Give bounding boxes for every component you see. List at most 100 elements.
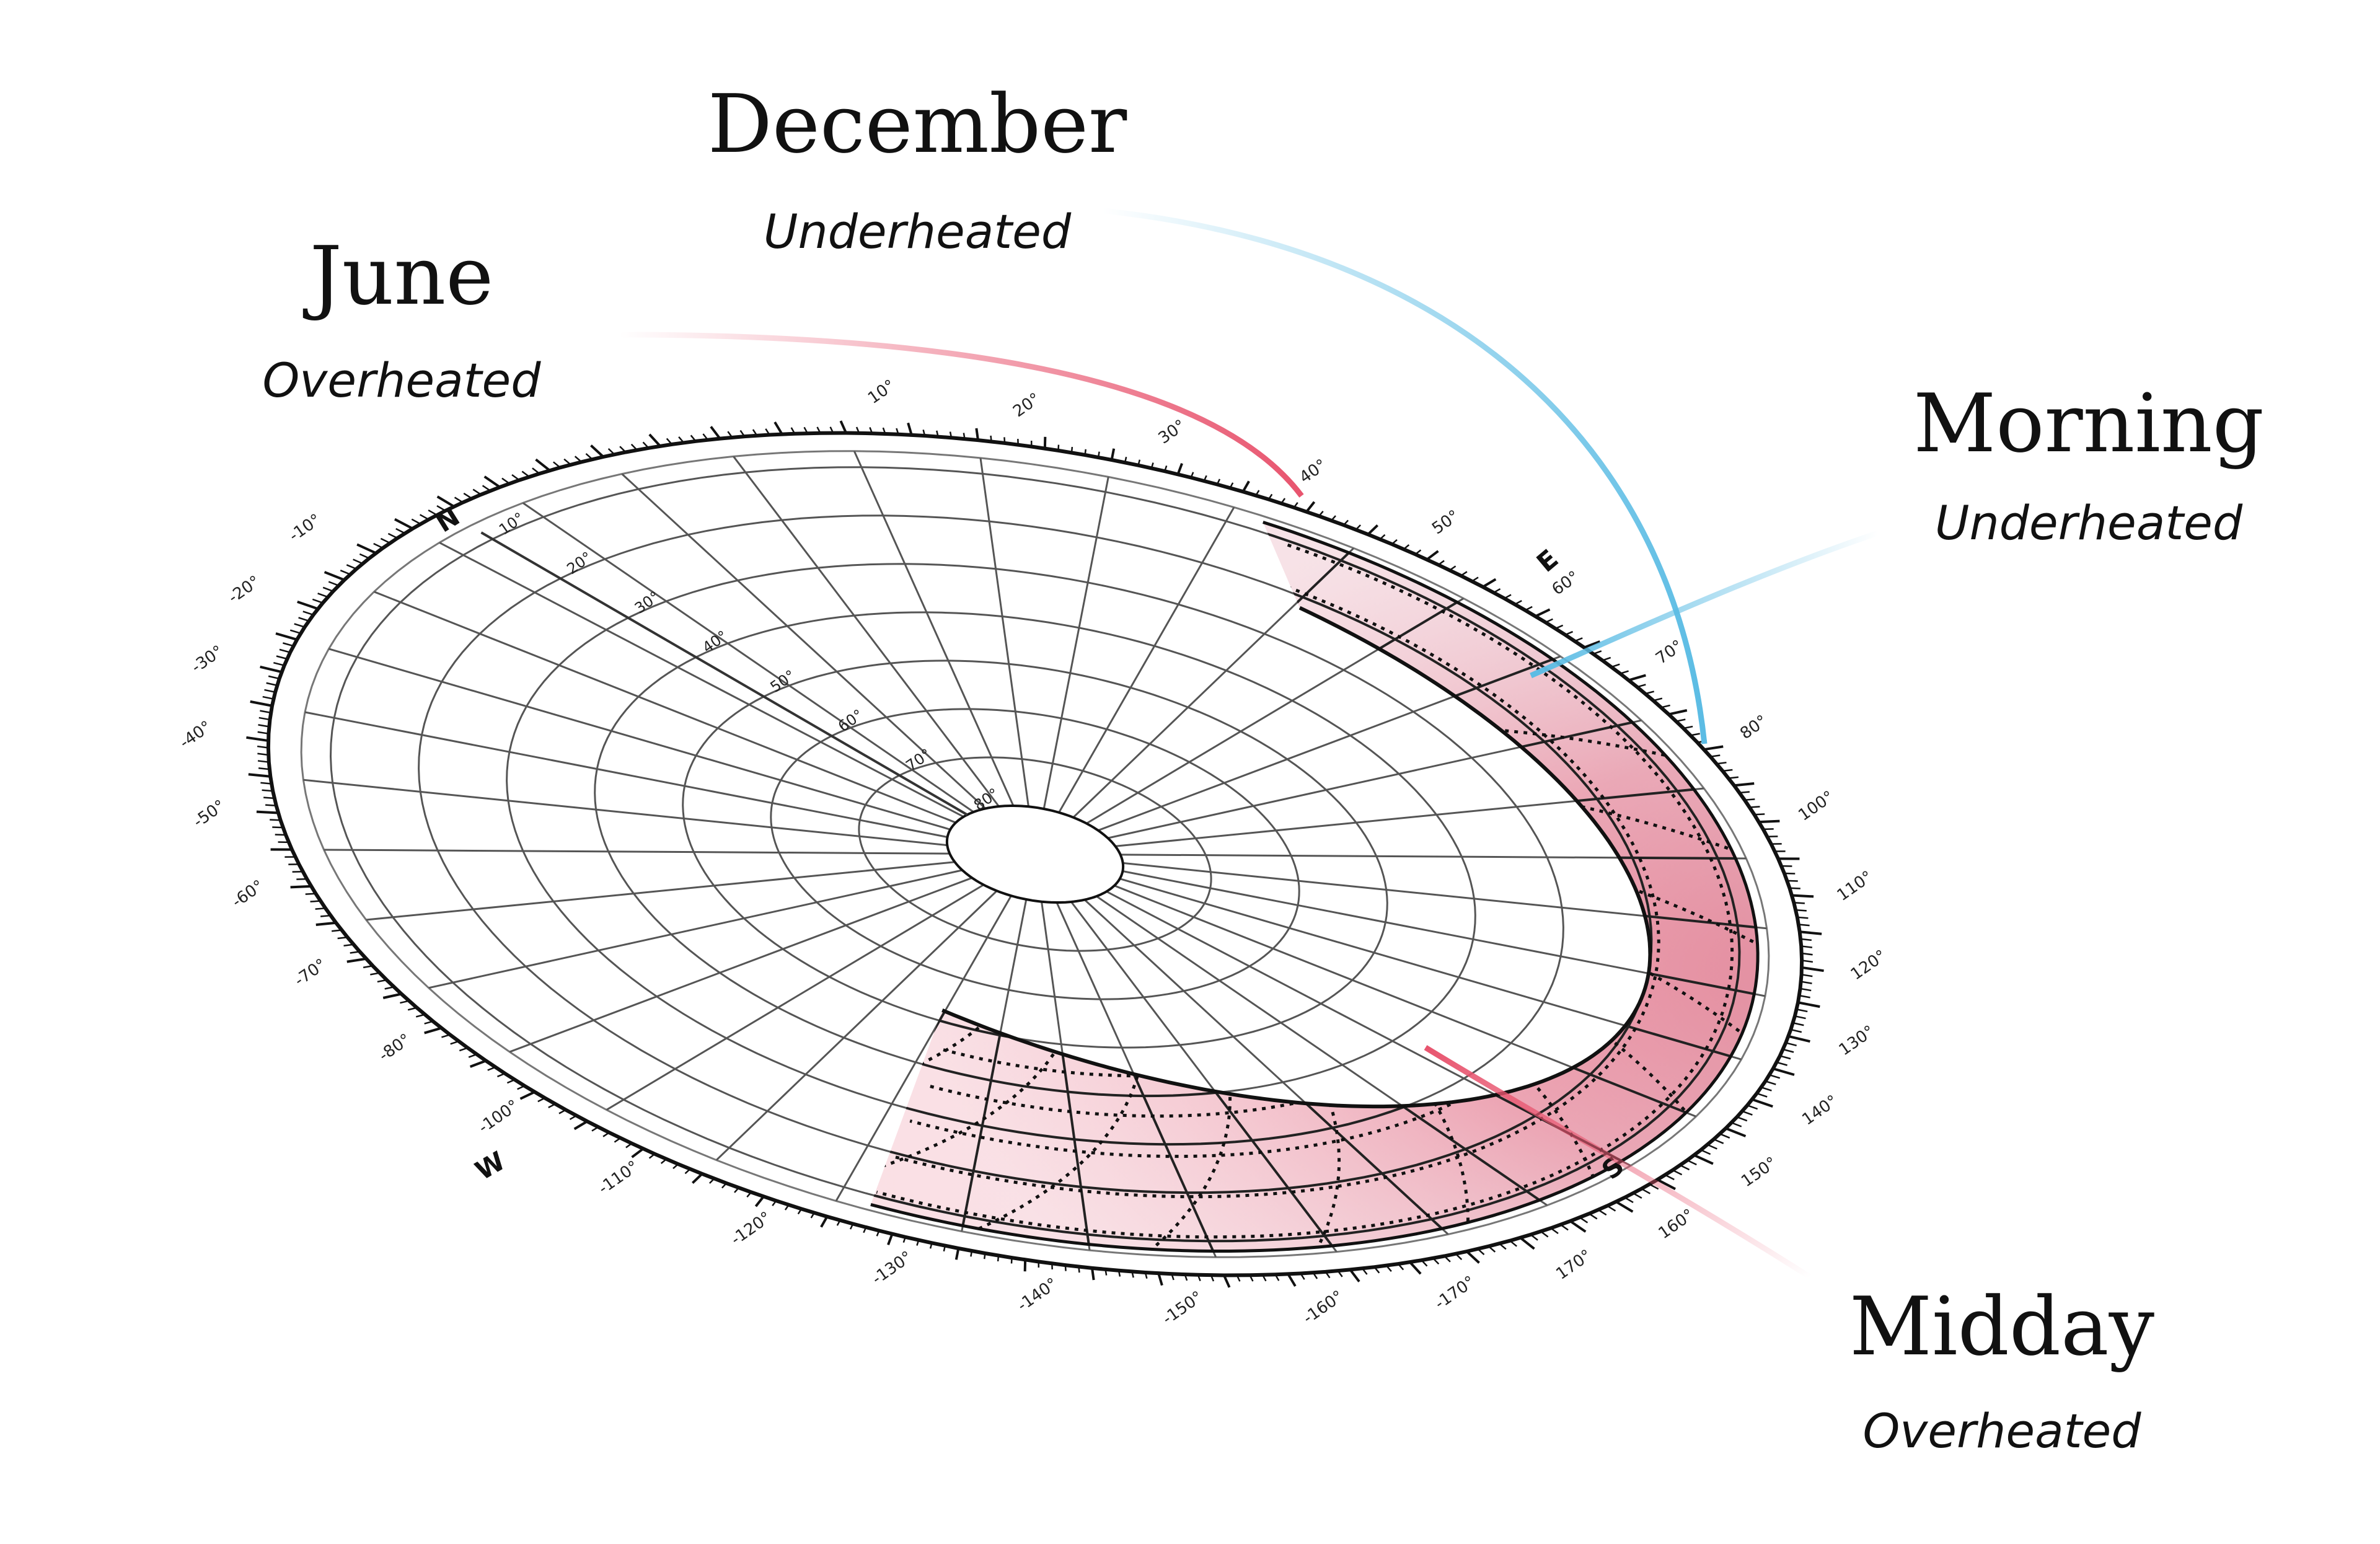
rim-tick <box>506 1079 515 1084</box>
rim-tick <box>257 752 269 756</box>
rim-tick <box>1792 1022 1804 1026</box>
rim-tick <box>916 1240 920 1246</box>
rim-tick <box>535 458 551 472</box>
rim-tick <box>1438 560 1445 566</box>
rim-tick <box>1064 1265 1067 1271</box>
rim-tick <box>436 495 455 508</box>
rim-tick <box>1397 1263 1404 1271</box>
rim-tick <box>521 470 530 478</box>
azimuth-label: -70° <box>291 955 330 990</box>
rim-tick <box>1797 916 1809 919</box>
rim-tick <box>1801 966 1824 973</box>
rim-tick <box>1649 1183 1659 1190</box>
rim-tick <box>1184 1274 1188 1281</box>
rim-tick <box>315 907 326 910</box>
rim-tick <box>816 426 821 434</box>
rim-tick <box>1300 1273 1305 1280</box>
rim-tick <box>387 532 398 539</box>
rim-tick <box>1749 806 1760 808</box>
azimuth-label: -140° <box>1014 1274 1061 1315</box>
rim-tick <box>1731 1122 1742 1127</box>
rim-tick <box>331 929 342 932</box>
rim-tick <box>1331 515 1336 521</box>
rim-tick <box>1725 1127 1747 1137</box>
rim-tick <box>625 1142 632 1149</box>
rim-tick <box>1722 769 1733 772</box>
rim-tick <box>302 611 314 616</box>
rim-tick <box>1525 606 1533 611</box>
rim-tick <box>289 629 301 634</box>
disk-outline <box>870 521 1760 1253</box>
midday-subtitle: Overheated <box>1862 1403 2141 1458</box>
rim-tick <box>266 682 278 686</box>
rim-tick <box>954 1248 960 1260</box>
rim-tick <box>607 448 615 456</box>
rim-tick <box>949 431 953 438</box>
december-path-edge <box>870 521 1760 1253</box>
rim-tick <box>1426 550 1439 561</box>
rim-tick <box>666 438 673 445</box>
rim-tick <box>1783 1048 1794 1053</box>
rim-tick <box>1668 709 1688 716</box>
june-path-edge <box>941 606 1652 1109</box>
rim-tick <box>1716 761 1727 765</box>
azimuth-label: -120° <box>728 1208 775 1249</box>
rim-tick <box>1779 1055 1791 1060</box>
midday-leader-line <box>1424 1045 1812 1279</box>
rim-tick <box>690 435 697 442</box>
rim-tick <box>350 951 360 954</box>
rim-tick <box>1421 1259 1428 1267</box>
azimuth-line <box>373 591 956 824</box>
rim-tick <box>984 1253 986 1259</box>
azimuth-line <box>733 456 1000 807</box>
rim-tick <box>248 773 271 778</box>
rim-tick <box>441 1034 451 1038</box>
azimuth-line <box>366 861 955 921</box>
rim-tick <box>246 736 269 743</box>
rim-tick <box>1514 600 1522 606</box>
rim-tick <box>1598 1209 1607 1216</box>
rim-tick <box>1249 1274 1254 1282</box>
rim-tick <box>256 810 279 814</box>
rim-tick <box>1734 782 1755 787</box>
rim-tick <box>1611 663 1620 668</box>
midday-title: Midday <box>1849 1279 2155 1374</box>
rim-tick <box>1794 902 1805 904</box>
rim-tick <box>1693 1154 1714 1165</box>
rim-tick <box>1449 565 1457 571</box>
rim-tick <box>265 804 276 806</box>
azimuth-line <box>522 502 974 813</box>
rim-tick <box>1633 1192 1642 1199</box>
rim-tick <box>1223 1274 1231 1288</box>
rim-tick <box>1164 465 1168 472</box>
rim-tick <box>1769 1074 1781 1079</box>
rim-tick <box>569 1114 577 1121</box>
rim-tick <box>1488 1245 1496 1253</box>
azimuth-label: -50° <box>190 796 229 831</box>
rim-tick <box>1602 656 1611 661</box>
rim-tick <box>882 427 886 435</box>
rim-ticks <box>246 420 1824 1288</box>
rim-tick <box>803 426 808 434</box>
rim-tick <box>585 452 593 460</box>
rim-tick <box>1057 444 1060 451</box>
rim-tick <box>660 1158 668 1164</box>
rim-tick <box>1104 1269 1108 1276</box>
rim-tick <box>772 1200 777 1206</box>
rim-tick <box>1293 502 1298 508</box>
rim-tick <box>436 505 446 512</box>
rim-tick <box>1343 519 1349 526</box>
rim-tick <box>317 593 328 598</box>
rim-tick <box>262 695 274 700</box>
rim-tick <box>469 1059 487 1068</box>
rim-tick <box>1171 1273 1175 1281</box>
rim-tick <box>363 965 373 969</box>
rim-tick <box>353 558 363 565</box>
rim-tick <box>1262 1274 1267 1282</box>
rim-tick <box>1367 524 1378 536</box>
rim-tick <box>320 914 331 917</box>
azimuth-line <box>324 849 950 855</box>
rim-tick <box>1785 1042 1797 1047</box>
rim-tick <box>260 665 282 674</box>
rim-tick <box>1482 578 1497 588</box>
